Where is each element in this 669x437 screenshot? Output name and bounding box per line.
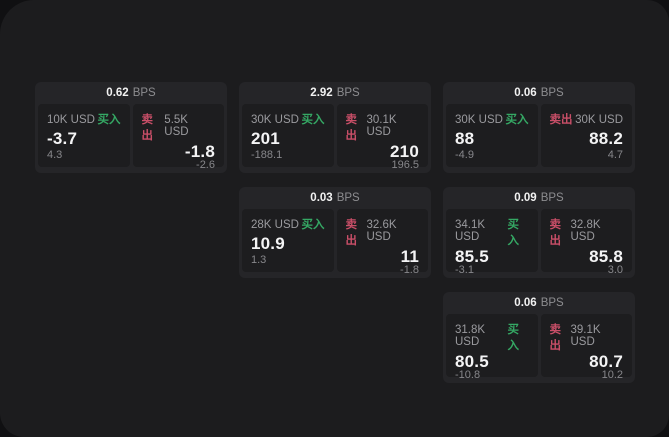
spread-value: 0.06 bbox=[514, 297, 537, 309]
bps-unit-label: BPS bbox=[540, 87, 564, 99]
buy-panel[interactable]: 10K USD 买入 -3.7 4.3 bbox=[38, 104, 130, 167]
quote-card-4: 0.09 BPS 34.1K USD 买入 85.5 -3.1 卖出 32.8K… bbox=[443, 187, 635, 278]
bps-unit-label: BPS bbox=[540, 192, 564, 204]
quote-card-3: 0.03 BPS 28K USD 买入 10.9 1.3 卖出 32.6K US… bbox=[239, 187, 431, 278]
buy-change: -3.1 bbox=[455, 264, 474, 276]
buy-size: 30K USD bbox=[455, 114, 503, 126]
sell-panel[interactable]: 卖出 32.8K USD 85.8 3.0 bbox=[540, 209, 632, 276]
quote-card-5: 0.06 BPS 31.8K USD 买入 80.5 -10.8 卖出 39.1… bbox=[443, 292, 635, 383]
sell-change: -1.8 bbox=[400, 264, 419, 276]
sell-panel[interactable]: 卖出 32.6K USD 11 -1.8 bbox=[336, 209, 428, 276]
sell-panel[interactable]: 卖出 30.1K USD 210 196.5 bbox=[336, 104, 428, 171]
buy-side-label: 买入 bbox=[301, 114, 325, 126]
sell-price: 85.8 bbox=[589, 247, 623, 266]
spread-value: 0.06 bbox=[514, 87, 537, 99]
buy-size: 31.8K USD bbox=[455, 324, 486, 348]
sell-size: 30.1K USD bbox=[366, 114, 397, 138]
sell-side-label: 卖出 bbox=[141, 114, 154, 142]
sell-side-label: 卖出 bbox=[549, 114, 573, 126]
buy-size: 10K USD bbox=[47, 114, 95, 126]
buy-size: 34.1K USD bbox=[455, 219, 486, 243]
buy-side-label: 买入 bbox=[507, 219, 520, 247]
sell-panel[interactable]: 卖出 5.5K USD -1.8 -2.6 bbox=[132, 104, 224, 171]
spread-header: 2.92 BPS bbox=[239, 82, 431, 104]
spread-header: 0.06 BPS bbox=[443, 292, 635, 314]
buy-size: 28K USD bbox=[251, 219, 299, 231]
spread-header: 0.03 BPS bbox=[239, 187, 431, 209]
buy-side-label: 买入 bbox=[507, 324, 520, 352]
spread-value: 0.09 bbox=[514, 192, 537, 204]
quote-card-1: 2.92 BPS 30K USD 买入 201 -188.1 卖出 30.1K … bbox=[239, 82, 431, 173]
buy-price: 80.5 bbox=[455, 352, 489, 371]
sell-change: -2.6 bbox=[196, 159, 215, 171]
sell-price: 11 bbox=[400, 247, 419, 266]
sell-change: 3.0 bbox=[607, 264, 623, 276]
spread-header: 0.09 BPS bbox=[443, 187, 635, 209]
spread-value: 2.92 bbox=[310, 87, 333, 99]
buy-price: 88 bbox=[455, 129, 475, 148]
buy-panel[interactable]: 28K USD 买入 10.9 1.3 bbox=[242, 209, 334, 272]
spread-header: 0.06 BPS bbox=[443, 82, 635, 104]
sell-size: 39.1K USD bbox=[570, 324, 601, 348]
sell-change: 196.5 bbox=[391, 159, 419, 171]
bps-unit-label: BPS bbox=[540, 297, 564, 309]
bps-unit-label: BPS bbox=[336, 87, 360, 99]
buy-panel[interactable]: 31.8K USD 买入 80.5 -10.8 bbox=[446, 314, 538, 381]
sell-panel[interactable]: 卖出 30K USD 88.2 4.7 bbox=[540, 104, 632, 167]
sell-price: 88.2 bbox=[589, 129, 623, 148]
buy-price: 10.9 bbox=[251, 234, 285, 253]
spread-header: 0.62 BPS bbox=[35, 82, 227, 104]
sell-price: 210 bbox=[390, 142, 419, 161]
sell-price: 80.7 bbox=[589, 352, 623, 371]
buy-change: -188.1 bbox=[251, 149, 283, 161]
bps-unit-label: BPS bbox=[336, 192, 360, 204]
sell-size: 5.5K USD bbox=[164, 114, 189, 138]
sell-side-label: 卖出 bbox=[549, 324, 562, 352]
buy-side-label: 买入 bbox=[505, 114, 529, 126]
buy-change: -4.9 bbox=[455, 149, 474, 161]
sell-panel[interactable]: 卖出 39.1K USD 80.7 10.2 bbox=[540, 314, 632, 381]
spread-value: 0.03 bbox=[310, 192, 333, 204]
sell-price: -1.8 bbox=[184, 142, 215, 161]
quote-card-2: 0.06 BPS 30K USD 买入 88 -4.9 卖出 30K USD 8… bbox=[443, 82, 635, 173]
sell-side-label: 卖出 bbox=[549, 219, 562, 247]
sell-change: 10.2 bbox=[601, 369, 623, 381]
sell-size: 32.8K USD bbox=[570, 219, 601, 243]
buy-panel[interactable]: 30K USD 买入 201 -188.1 bbox=[242, 104, 334, 167]
sell-change: 4.7 bbox=[607, 149, 623, 161]
buy-size: 30K USD bbox=[251, 114, 299, 126]
buy-change: 1.3 bbox=[251, 254, 267, 266]
buy-price: -3.7 bbox=[47, 129, 78, 148]
buy-price: 201 bbox=[251, 129, 280, 148]
quote-card-0: 0.62 BPS 10K USD 买入 -3.7 4.3 卖出 5.5K USD… bbox=[35, 82, 227, 173]
buy-price: 85.5 bbox=[455, 247, 489, 266]
bps-unit-label: BPS bbox=[132, 87, 156, 99]
sell-side-label: 卖出 bbox=[345, 114, 358, 142]
buy-panel[interactable]: 30K USD 买入 88 -4.9 bbox=[446, 104, 538, 167]
sell-size: 30K USD bbox=[575, 114, 623, 126]
buy-change: -10.8 bbox=[455, 369, 481, 381]
buy-side-label: 买入 bbox=[97, 114, 121, 126]
sell-side-label: 卖出 bbox=[345, 219, 358, 247]
spread-value: 0.62 bbox=[106, 87, 129, 99]
buy-side-label: 买入 bbox=[301, 219, 325, 231]
buy-panel[interactable]: 34.1K USD 买入 85.5 -3.1 bbox=[446, 209, 538, 276]
sell-size: 32.6K USD bbox=[366, 219, 397, 243]
buy-change: 4.3 bbox=[47, 149, 63, 161]
